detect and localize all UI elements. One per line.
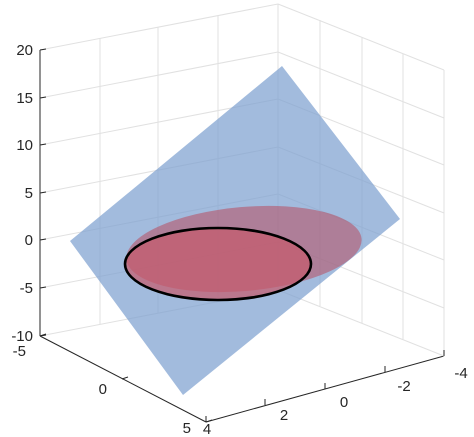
y-tick-mark [205, 419, 213, 423]
x-tick-label: -4 [454, 365, 467, 382]
x-tick-label: -2 [397, 378, 410, 395]
z-tick-mark [39, 191, 47, 194]
grid-line [39, 51, 279, 99]
y-tick-label: 5 [183, 420, 191, 437]
y-tick-mark [39, 333, 47, 337]
z-tick-label: 10 [16, 137, 33, 154]
z-tick-mark [39, 96, 47, 99]
grid-line [277, 289, 445, 357]
tick-marks [39, 48, 445, 423]
grid-line [277, 3, 445, 71]
y-tick-label: -5 [13, 343, 26, 360]
y-tick-labels: -5 0 5 [13, 343, 191, 437]
grid-line [277, 51, 445, 119]
z-tick-label: -5 [20, 280, 33, 297]
z-tick-mark [39, 238, 47, 241]
z-tick-label: -10 [11, 328, 33, 345]
y-tick-mark [121, 376, 129, 380]
z-tick-label: 20 [16, 42, 33, 59]
z-tick-mark [39, 286, 47, 289]
z-tick-mark [39, 48, 47, 51]
surfaces [70, 66, 400, 395]
z-tick-label: 15 [16, 90, 33, 107]
ellipse-outline [123, 226, 313, 302]
z-tick-label: 0 [25, 232, 33, 249]
x-tick-label: 0 [340, 394, 348, 411]
x-tick-label: 2 [280, 407, 288, 424]
z-tick-label: 5 [25, 185, 33, 202]
x-tick-labels: 4 2 0 -2 -4 [203, 365, 468, 437]
z-tick-labels: 20 15 10 5 0 -5 -10 [11, 42, 33, 345]
z-tick-mark [39, 143, 47, 146]
ellipse-fill [125, 228, 311, 300]
y-tick-label: 0 [99, 381, 107, 398]
grid-line [39, 3, 279, 51]
x-tick-label: 4 [203, 421, 211, 437]
watermark: 知乎 @hikari [385, 418, 470, 435]
